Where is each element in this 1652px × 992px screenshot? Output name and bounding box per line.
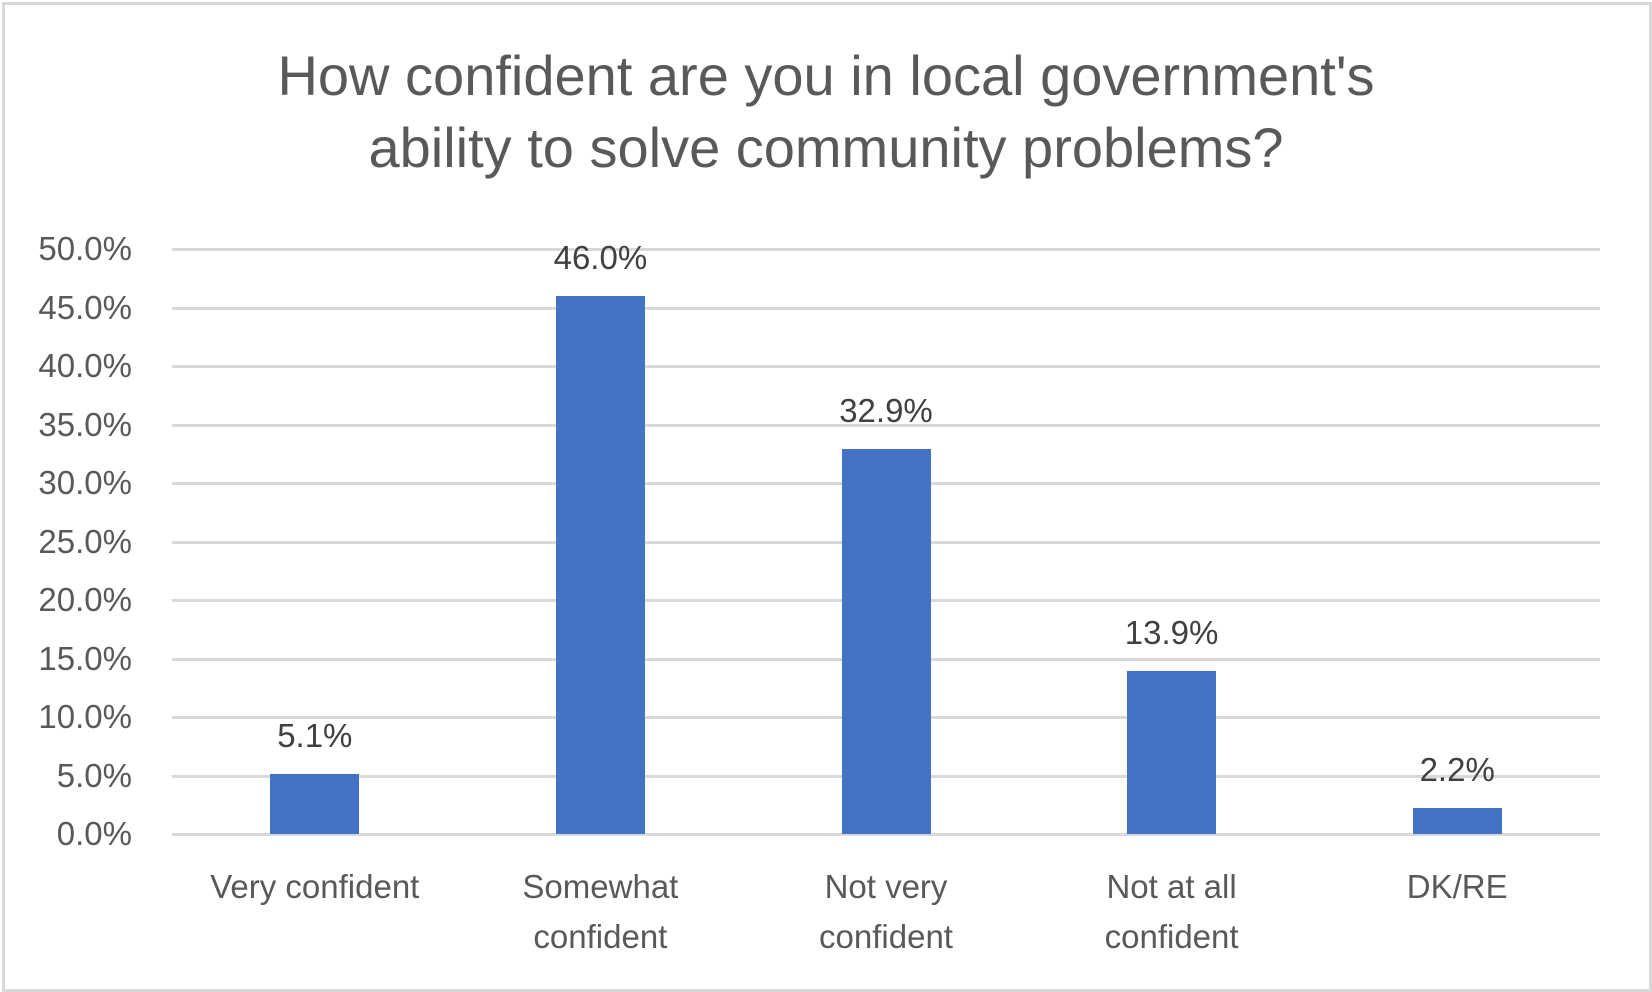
bar[interactable] — [555, 295, 645, 834]
y-axis-tick-label: 30.0% — [38, 464, 132, 501]
gridline — [172, 365, 1600, 368]
x-axis-category-label-line: Very confident — [210, 868, 420, 905]
x-axis-category-label-line: confident — [819, 918, 953, 955]
data-label: 46.0% — [553, 238, 648, 276]
chart-title-line-2: ability to solve community problems? — [368, 116, 1284, 179]
data-label: 32.9% — [839, 392, 933, 430]
y-axis-tick-label: 45.0% — [38, 288, 132, 326]
x-axis-category-label-line: Not at all — [1106, 868, 1237, 905]
x-axis-category-label-line: confident — [533, 918, 668, 955]
chart-title: How confident are you in local governmen… — [0, 40, 1652, 184]
y-axis-tick-label: 35.0% — [38, 405, 132, 443]
gridline — [172, 833, 1600, 836]
x-axis-category-label: Not very confident — [746, 862, 1026, 962]
y-axis-tick-label: 40.0% — [38, 347, 132, 384]
bar[interactable] — [1127, 671, 1217, 834]
chart-title-line-1: How confident are you in local governmen… — [277, 44, 1375, 107]
bar[interactable] — [1412, 808, 1502, 834]
y-axis-tick-label: 15.0% — [38, 639, 132, 677]
x-axis-category-label: DK/RE — [1317, 862, 1597, 912]
x-axis-category-label: Not at all confident — [1032, 862, 1312, 962]
y-axis-tick-label: 0.0% — [56, 815, 132, 852]
y-axis-tick-label: 10.0% — [38, 698, 132, 735]
x-axis-category-label-line: confident — [1104, 918, 1239, 955]
data-label: 5.1% — [277, 717, 353, 755]
y-axis-tick-label: 25.0% — [38, 522, 132, 560]
y-axis-tick-label: 5.0% — [56, 756, 132, 794]
x-axis-category-label: Very confident — [175, 862, 455, 912]
y-axis-tick-label: 50.0% — [38, 230, 132, 267]
gridline — [172, 306, 1600, 310]
data-label: 13.9% — [1124, 614, 1219, 652]
x-axis-category-label-line: Somewhat — [522, 868, 679, 905]
x-axis-category-label: Somewhat confident — [460, 862, 740, 962]
x-axis-category-label-line: DK/RE — [1406, 868, 1508, 905]
bar[interactable] — [270, 774, 360, 834]
bar[interactable] — [841, 449, 931, 834]
gridline — [172, 248, 1600, 251]
x-axis-category-label-line: Not very — [824, 868, 948, 905]
y-axis-tick-label: 20.0% — [38, 581, 132, 618]
gridline — [172, 423, 1600, 427]
data-label: 2.2% — [1419, 751, 1495, 789]
